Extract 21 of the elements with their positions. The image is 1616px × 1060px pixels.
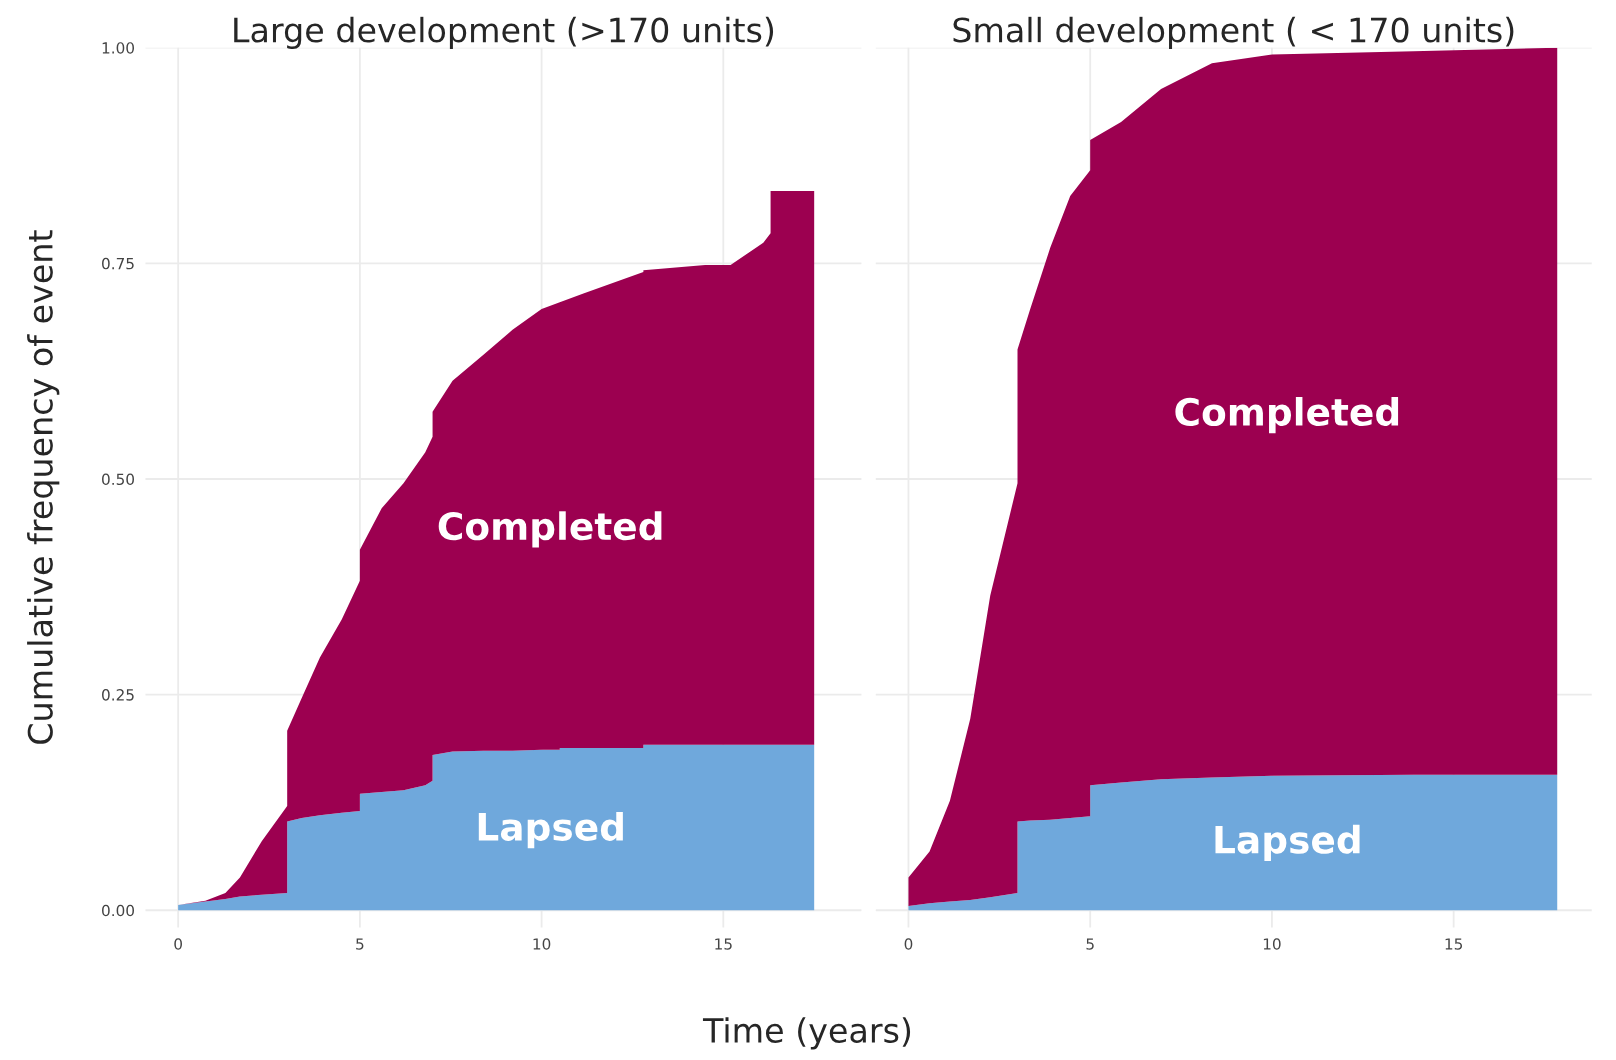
y-tick-label: 1.00: [102, 42, 135, 54]
x-tick-label: 5: [1086, 938, 1094, 950]
y-tick-label: 0.75: [102, 257, 134, 270]
x-axis-title: Time (years): [702, 1017, 911, 1050]
x-tick-label: 5: [356, 938, 364, 950]
series-label: Lapsed: [1215, 824, 1360, 862]
x-tick-label: 15: [1445, 938, 1463, 950]
y-tick-label: 0.50: [102, 473, 135, 485]
x-tick-label: 10: [1263, 938, 1281, 950]
series-label: Lapsed: [478, 811, 623, 849]
x-tick-label: 15: [715, 938, 732, 950]
x-tick-label: 0: [904, 938, 913, 950]
chart-title: Large development (>170 units): [234, 16, 774, 50]
y-tick-label: 0.25: [102, 689, 134, 701]
series-label: Completed: [1175, 397, 1399, 434]
x-tick-label: 0: [174, 938, 182, 950]
x-tick-label: 10: [533, 938, 551, 950]
chart-title: Small development ( < 170 units): [953, 16, 1514, 50]
series-label: Completed: [438, 511, 662, 548]
y-tick-label: 0.00: [102, 904, 135, 917]
y-axis-title: Cumulative frequency of event: [27, 230, 60, 744]
